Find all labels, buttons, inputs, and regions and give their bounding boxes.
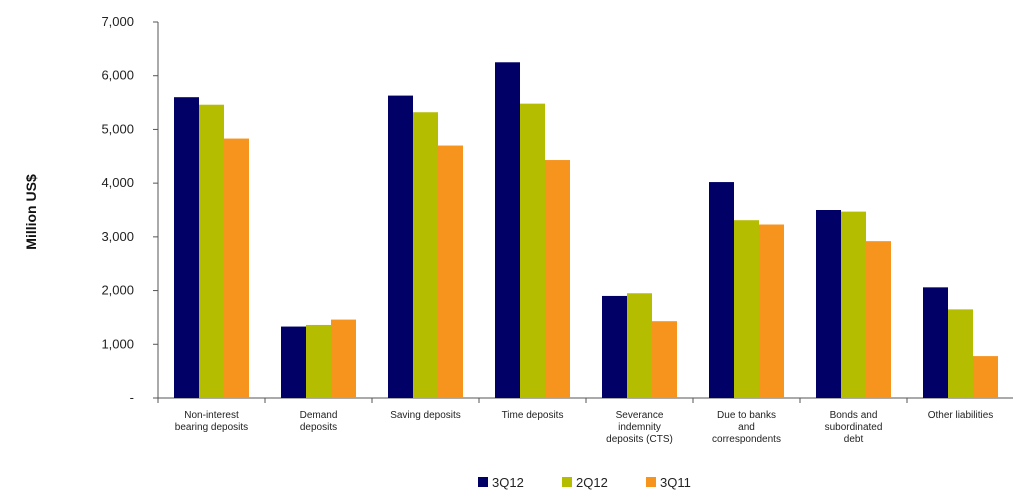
bar-3q11 [331, 319, 356, 398]
category-label: Bonds and [830, 410, 878, 421]
bar-3q11 [866, 241, 891, 398]
category-label: Non-interest [184, 410, 239, 421]
category-label: Time deposits [502, 410, 564, 421]
category-label: and [738, 422, 755, 433]
bar-2q12 [520, 103, 545, 398]
bar-2q12 [734, 220, 759, 398]
bar-3q11 [224, 138, 249, 398]
legend-label: 2Q12 [576, 475, 608, 490]
category-label: Saving deposits [390, 410, 461, 421]
bar-2q12 [627, 293, 652, 398]
y-tick-label: 3,000 [101, 229, 134, 244]
bar-3q12 [816, 210, 841, 398]
category-label: deposits (CTS) [606, 434, 673, 445]
bar-3q12 [281, 326, 306, 398]
category-label: subordinated [825, 422, 883, 433]
legend-swatch-3q11 [646, 477, 656, 487]
category-label: deposits [300, 422, 337, 433]
y-tick-label: 5,000 [101, 121, 134, 136]
bar-2q12 [948, 309, 973, 398]
bar-2q12 [841, 211, 866, 398]
bar-3q11 [759, 224, 784, 398]
bar-3q11 [438, 145, 463, 398]
category-label: Demand [300, 410, 338, 421]
legend-swatch-3q12 [478, 477, 488, 487]
legend-swatch-2q12 [562, 477, 572, 487]
category-label: indemnity [618, 422, 661, 433]
bar-3q12 [709, 182, 734, 398]
category-label: Due to banks [717, 410, 776, 421]
legend: 3Q12 2Q12 3Q11 [478, 475, 691, 490]
y-axis-label: Million US$ [23, 174, 39, 250]
bar-2q12 [413, 112, 438, 399]
bar-3q11 [973, 356, 998, 398]
bars [174, 62, 998, 399]
bar-2q12 [306, 324, 331, 398]
y-tick-label: 4,000 [101, 175, 134, 190]
bar-3q12 [388, 95, 413, 399]
bar-3q11 [545, 160, 570, 398]
category-label: Other liabilities [928, 410, 994, 421]
y-axis-ticks: - 1,000 2,000 3,000 4,000 5,000 6,000 7,000 [101, 14, 158, 405]
category-label: debt [844, 434, 864, 445]
bar-3q12 [174, 97, 199, 398]
legend-label: 3Q12 [492, 475, 524, 490]
y-tick-label: 7,000 [101, 14, 134, 29]
y-axis-label-group: Million US$ [23, 174, 39, 250]
y-tick-label: 1,000 [101, 336, 134, 351]
y-tick-label: 6,000 [101, 68, 134, 83]
y-tick-label: 2,000 [101, 283, 134, 298]
y-tick-label: - [130, 390, 134, 405]
bar-3q12 [923, 287, 948, 398]
bar-2q12 [199, 104, 224, 398]
legend-label: 3Q11 [660, 475, 691, 490]
bar-3q12 [602, 295, 627, 398]
bar-3q11 [652, 321, 677, 398]
category-label: correspondents [712, 434, 781, 445]
bar-3q12 [495, 62, 520, 399]
category-label: bearing deposits [175, 422, 248, 433]
category-label: Severance [616, 410, 664, 421]
